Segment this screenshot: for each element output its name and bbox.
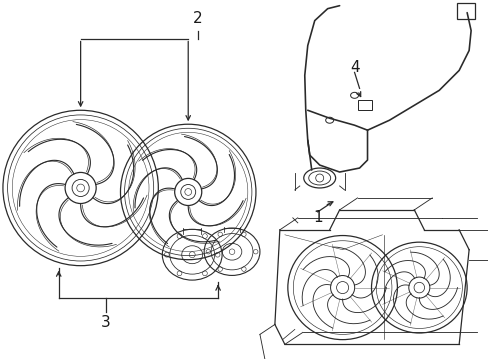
Text: 1: 1 <box>312 210 322 225</box>
Text: 4: 4 <box>349 60 359 75</box>
Text: 3: 3 <box>101 315 110 330</box>
Text: 2: 2 <box>193 11 203 26</box>
